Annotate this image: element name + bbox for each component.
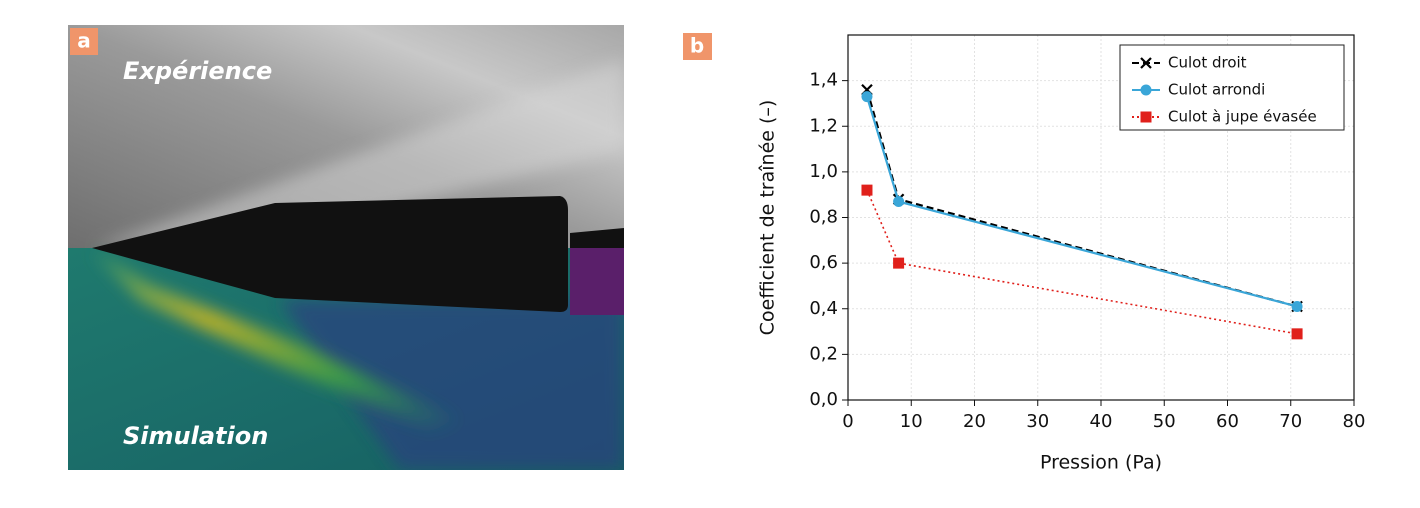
legend-label: Culot arrondi	[1168, 81, 1265, 99]
marker	[1140, 57, 1152, 69]
flow-image	[68, 25, 624, 470]
x-tick-label: 40	[1090, 411, 1113, 432]
plot-frame	[847, 34, 1355, 401]
marker	[1291, 300, 1303, 312]
x-tick-label: 70	[1279, 411, 1302, 432]
marker	[893, 257, 905, 269]
x-tick-label: 20	[963, 411, 986, 432]
x-tick-label: 60	[1216, 411, 1239, 432]
overlay-text: Expérience	[123, 57, 272, 85]
marker	[1140, 111, 1152, 123]
marker	[1291, 328, 1303, 340]
y-tick-label: 0,6	[809, 252, 838, 273]
y-tick-label: 0,8	[809, 207, 838, 228]
x-tick-label: 80	[1343, 411, 1366, 432]
marker	[1140, 84, 1152, 96]
marker	[861, 91, 873, 103]
x-tick-label: 0	[842, 411, 853, 432]
panel-label-box	[683, 33, 712, 60]
x-axis-label: Pression (Pa)	[1040, 452, 1162, 474]
y-tick-label: 1,4	[809, 70, 838, 91]
y-tick-label: 1,2	[809, 115, 838, 136]
y-tick-label: 0,0	[809, 389, 838, 410]
legend-label: Culot à jupe évasée	[1168, 108, 1317, 126]
legend-box	[1119, 44, 1345, 131]
legend-label: Culot droit	[1168, 54, 1247, 72]
panel-label: a	[77, 29, 91, 53]
marker	[861, 184, 873, 196]
marker	[893, 196, 905, 208]
series-line	[866, 189, 1298, 335]
chart: 0,0 0,2 0,4 0,6 0,8 1,0 1,2 1,4 0 10 20 30 40 50 60 70 8…	[757, 34, 1366, 474]
y-axis-label: Coefficient de traînée (–)	[757, 100, 779, 336]
y-tick-label: 1,0	[809, 161, 838, 182]
y-tick-label: 0,2	[809, 343, 838, 364]
x-tick-label: 50	[1153, 411, 1176, 432]
panel-label-box	[70, 28, 98, 55]
overlay-text: Simulation	[123, 422, 268, 450]
panel-label: b	[690, 34, 704, 58]
x-tick-label: 10	[900, 411, 923, 432]
x-tick-label: 30	[1026, 411, 1049, 432]
y-tick-label: 0,4	[809, 298, 838, 319]
